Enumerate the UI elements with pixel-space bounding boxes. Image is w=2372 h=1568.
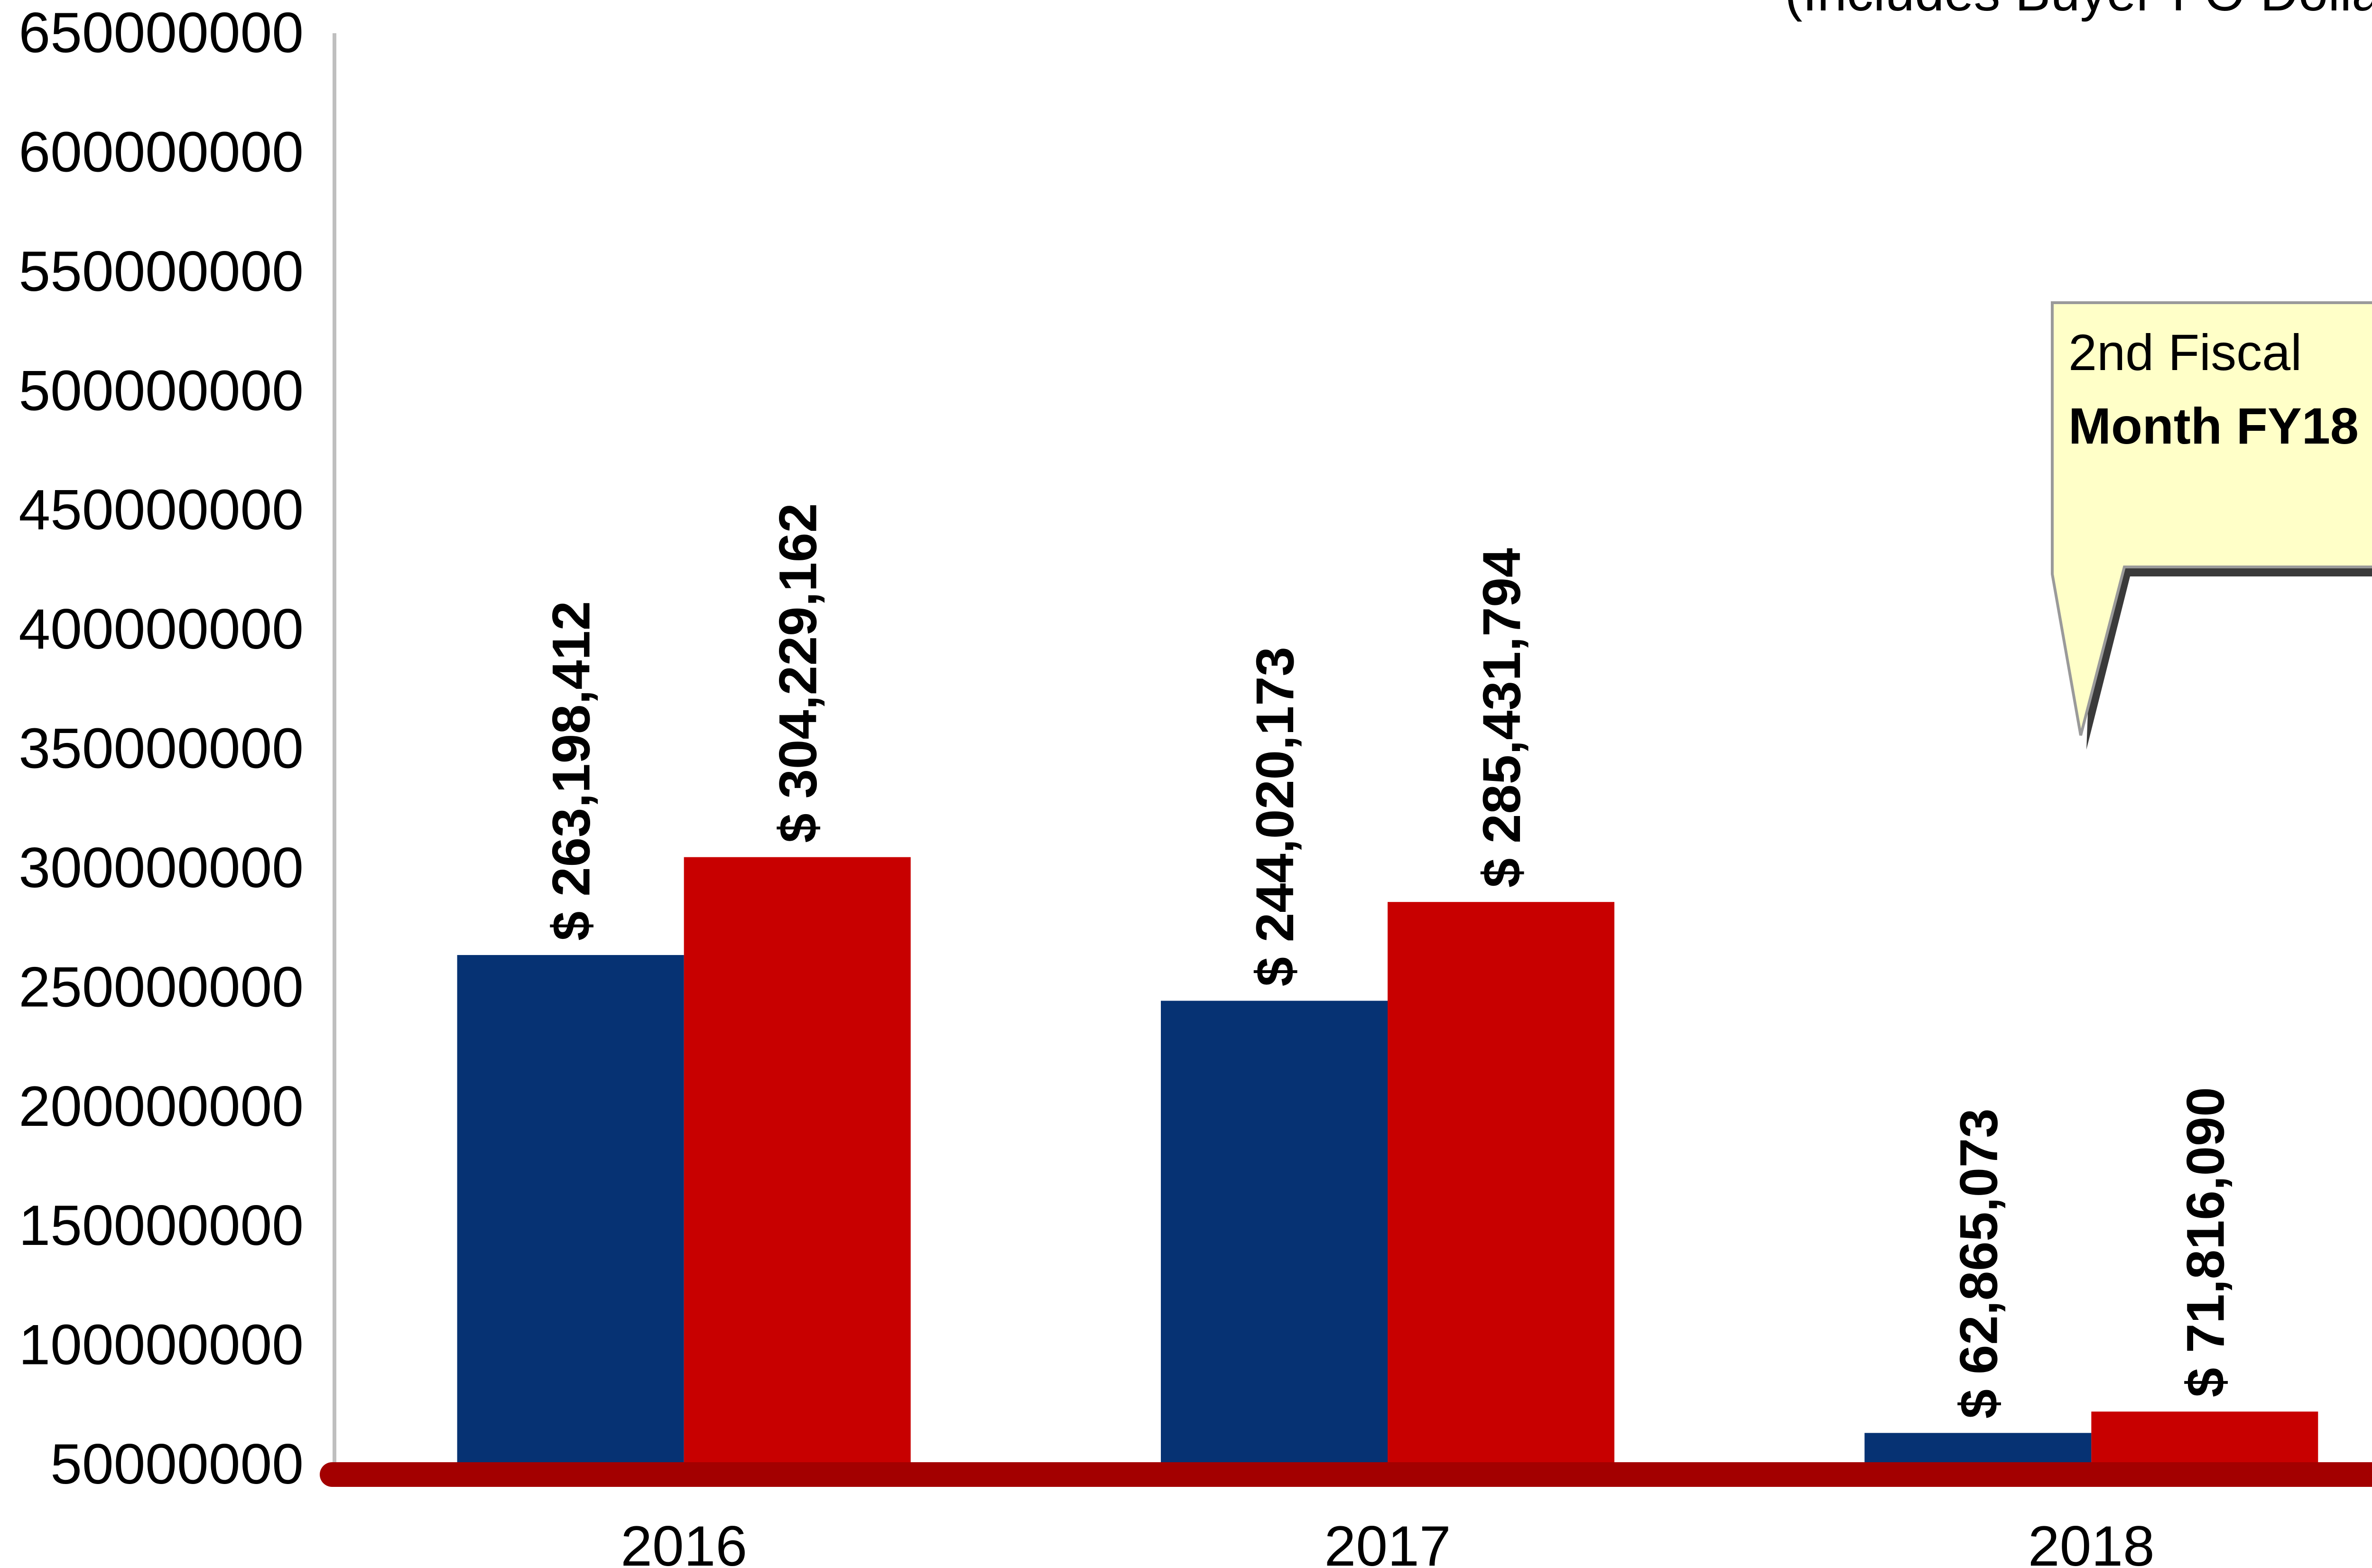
x-tick-label: 2017 xyxy=(1325,1514,1451,1568)
bar xyxy=(1864,1433,2092,1464)
chart-subtitle: (Includes Buyer-FO Dollars) xyxy=(1785,0,2372,22)
y-tick-label: 100000000 xyxy=(19,1313,304,1377)
y-tick-label: 300000000 xyxy=(19,836,304,900)
data-label: $ 62,865,073 xyxy=(1949,1108,2008,1419)
callout-annotation: 2nd Fiscal Month FY18 xyxy=(2051,301,2372,750)
data-label: $ 304,229,162 xyxy=(769,503,828,843)
y-axis: 50000000 100000000 150000000 200000000 25000… xyxy=(19,1,336,1496)
data-labels: $ 263,198,412 $ 304,229,162 $ 244,020,173 $… xyxy=(542,503,2235,1419)
callout-box xyxy=(2051,301,2372,736)
y-tick-label: 350000000 xyxy=(19,717,304,780)
y-tick-label: 650000000 xyxy=(19,1,304,65)
bar xyxy=(457,955,684,1464)
x-tick-label: 2018 xyxy=(2028,1514,2155,1568)
y-tick-label: 200000000 xyxy=(19,1075,304,1138)
x-axis: 2016 2017 2018 xyxy=(320,1462,2372,1568)
y-tick-label: 400000000 xyxy=(19,597,304,661)
bar xyxy=(1388,902,1614,1464)
callout-line1: 2nd Fiscal xyxy=(2068,324,2302,381)
data-label: $ 263,198,412 xyxy=(542,601,601,941)
bars xyxy=(457,857,2318,1464)
bar xyxy=(2091,1411,2318,1464)
y-tick-label: 550000000 xyxy=(19,240,304,303)
y-tick-label: 450000000 xyxy=(19,478,304,542)
data-label: $ 71,816,090 xyxy=(2176,1087,2235,1397)
data-label: $ 244,020,173 xyxy=(1245,647,1305,986)
x-tick-label: 2016 xyxy=(621,1514,747,1568)
bar xyxy=(684,857,911,1464)
y-tick-label: 600000000 xyxy=(19,120,304,184)
bar xyxy=(1161,1001,1388,1464)
y-tick-label: 250000000 xyxy=(19,955,304,1019)
y-tick-label: 50000000 xyxy=(50,1432,304,1496)
y-tick-label: 150000000 xyxy=(19,1194,304,1257)
data-label: $ 285,431,794 xyxy=(1472,548,1531,888)
callout-line2: Month FY18 xyxy=(2068,397,2359,455)
y-tick-label: 500000000 xyxy=(19,359,304,422)
